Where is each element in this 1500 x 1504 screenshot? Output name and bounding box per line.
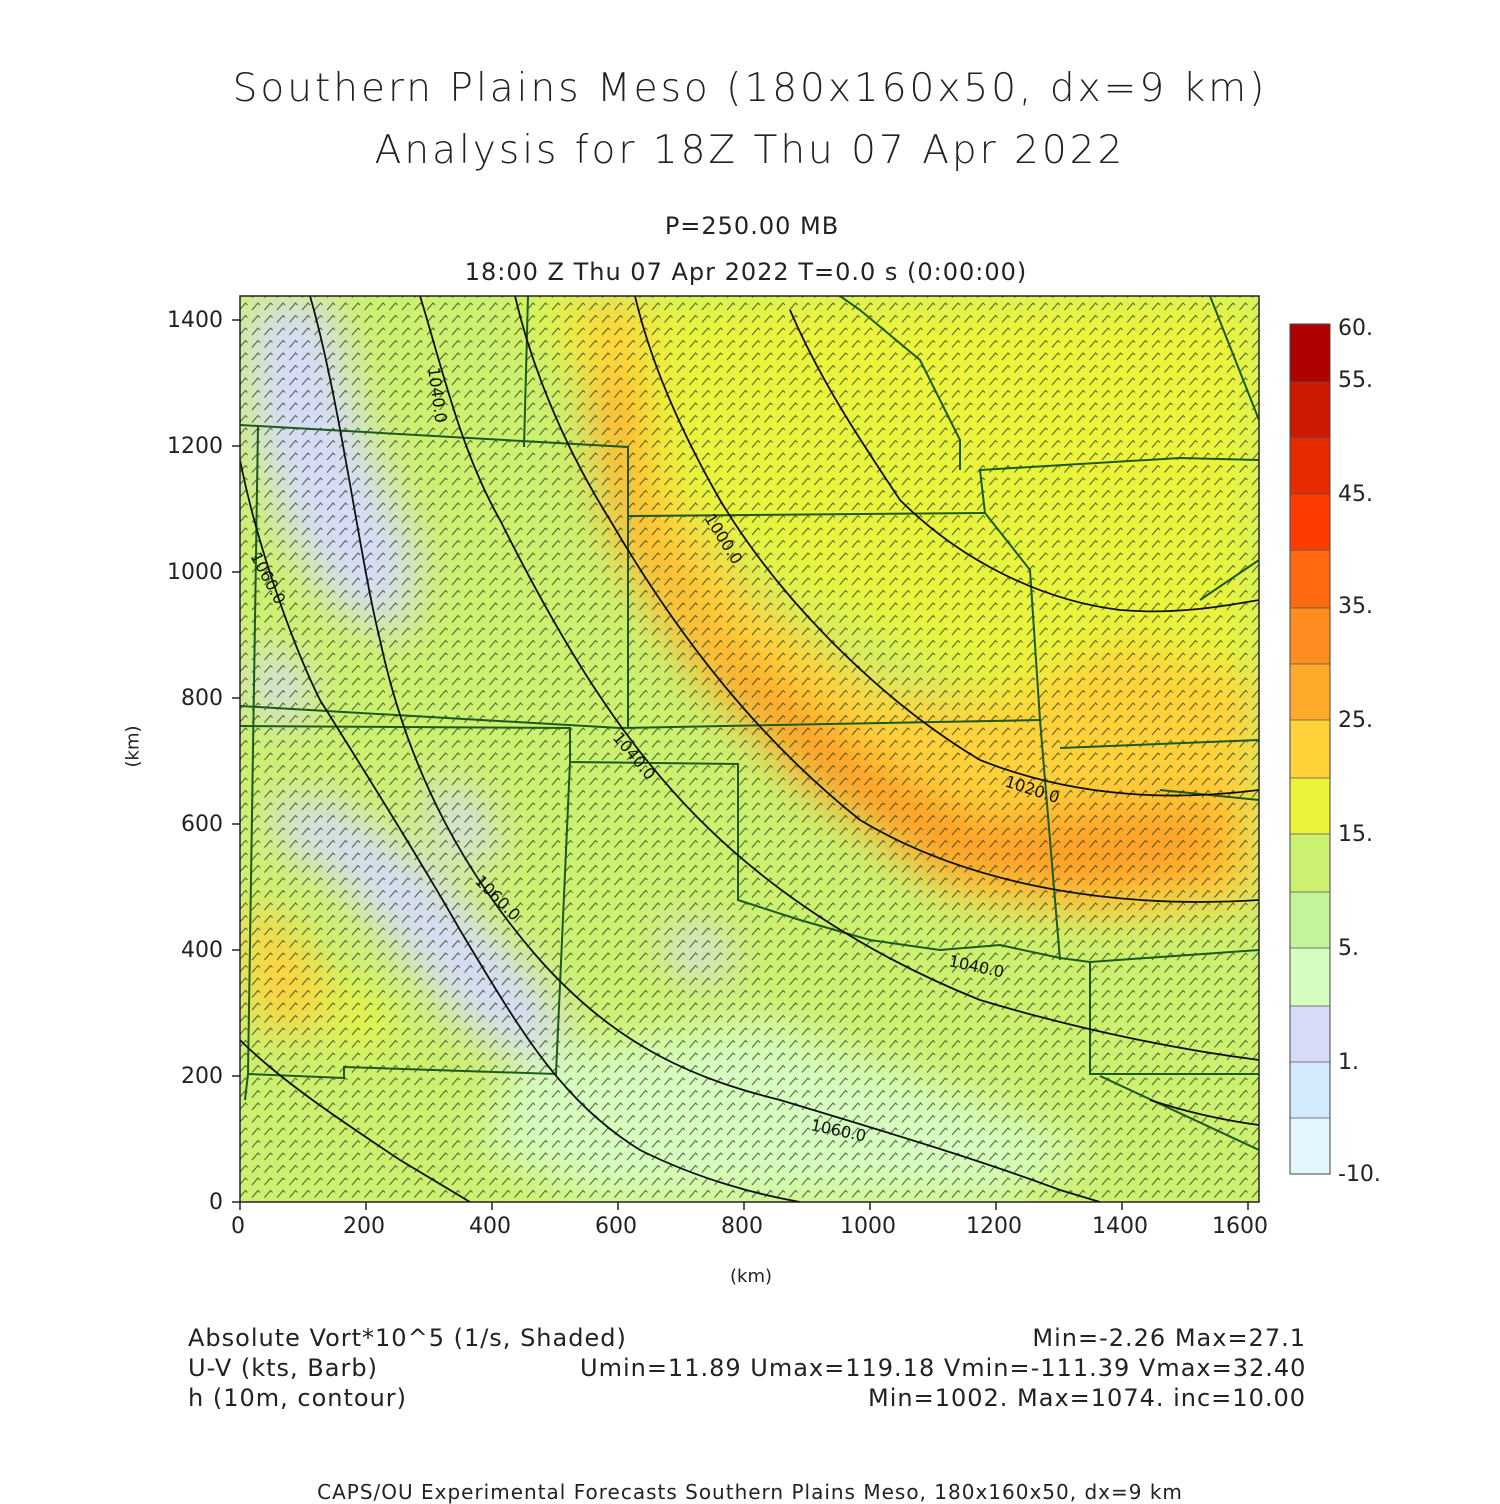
y-axis-label: (km) [122,725,144,768]
colorbar-segment [1290,1006,1330,1062]
x-tick-label: 600 [595,1214,637,1239]
y-tick-label: 0 [209,1190,223,1215]
colorbar-segment [1290,608,1330,664]
colorbar-label: 15. [1338,822,1373,847]
colorbar-segment [1290,494,1330,550]
y-tick-label: 200 [181,1064,223,1089]
x-axis-label: (km) [730,1266,773,1287]
colorbar-segment [1290,324,1330,354]
colorbar-segment [1290,892,1330,948]
y-tick-label: 1200 [167,434,223,459]
colorbar-segment [1290,550,1330,608]
colorbar-label: 45. [1338,482,1373,507]
y-tick-label: 800 [181,686,223,711]
colorbar-label: 5. [1338,936,1359,961]
colorbar-segment [1290,1062,1330,1118]
x-tick-label: 800 [721,1214,763,1239]
x-tick-label: 1000 [840,1214,896,1239]
x-tick-label: 400 [469,1214,511,1239]
colorbar-label: 1. [1338,1050,1359,1075]
axis-ticks [232,319,1249,1210]
height-contours [240,296,1259,1202]
x-tick-label: 1600 [1212,1214,1268,1239]
plot-frame [239,295,1260,1203]
colorbar-segment [1290,720,1330,778]
colorbar-segment [1290,382,1330,438]
y-tick-label: 1000 [167,560,223,585]
colorbar-segment [1290,778,1330,834]
colorbar-segment [1290,1118,1330,1174]
field2-name: U-V (kts, Barb) [188,1354,378,1382]
field3-name: h (10m, contour) [188,1384,408,1412]
x-tick-label: 0 [231,1214,245,1239]
x-tick-label: 1400 [1092,1214,1148,1239]
colorbar-segment [1290,834,1330,892]
y-tick-label: 400 [181,938,223,963]
x-tick-label: 1200 [966,1214,1022,1239]
colorbar-segment [1290,438,1330,494]
field3-stats: Min=1002. Max=1074. inc=10.00 [868,1384,1306,1412]
colorbar-label: 55. [1338,368,1373,393]
title-line-1: Southern Plains Meso (180x160x50, dx=9 k… [232,66,1268,111]
wind-barbs [240,296,1259,1202]
field1-name: Absolute Vort*10^5 (1/s, Shaded) [188,1324,627,1352]
x-tick-label: 200 [343,1214,385,1239]
colorbar [1289,323,1331,1175]
title-line-2: Analysis for 18Z Thu 07 Apr 2022 [374,128,1126,173]
colorbar-segment [1290,664,1330,720]
credit-line: CAPS/OU Experimental Forecasts Southern … [317,1480,1183,1504]
state-boundaries [240,296,1259,1151]
colorbar-label: 25. [1338,708,1373,733]
colorbar-segment [1290,948,1330,1006]
y-tick-label: 600 [181,812,223,837]
colorbar-segment [1290,354,1330,382]
valid-time-label: 18:00 Z Thu 07 Apr 2022 T=0.0 s (0:00:00… [464,258,1028,286]
colorbar-label: 35. [1338,594,1373,619]
pressure-level-label: P=250.00 MB [664,212,840,240]
field1-stats: Min=-2.26 Max=27.1 [1032,1324,1306,1352]
field2-stats: Umin=11.89 Umax=119.18 Vmin=-111.39 Vmax… [580,1354,1307,1382]
colorbar-label: -10. [1338,1162,1381,1187]
colorbar-label: 60. [1338,316,1373,341]
y-tick-label: 1400 [167,308,223,333]
